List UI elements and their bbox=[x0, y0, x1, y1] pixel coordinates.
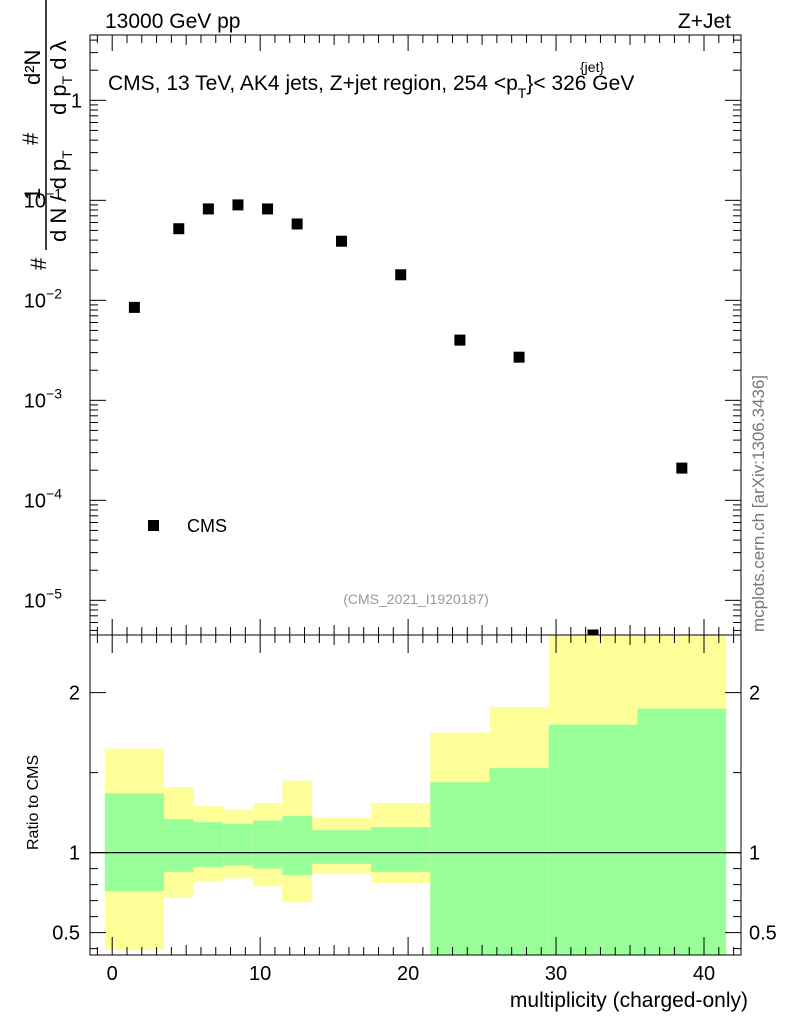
cms-point bbox=[336, 235, 348, 247]
ratio-axis-ticks: 0.5 0.51 12 20 10 20 30 40 bbox=[52, 635, 777, 985]
ratio-uncertainty-bands bbox=[104, 635, 727, 955]
ratio-y-tick-label-right: 0.5 bbox=[749, 923, 777, 945]
main-y-tick-label: 1 bbox=[71, 90, 82, 112]
cms-data-points bbox=[128, 199, 688, 641]
legend-marker bbox=[148, 520, 159, 531]
ratio-green-band bbox=[282, 815, 312, 875]
cms-point bbox=[202, 203, 214, 215]
ratio-green-band bbox=[489, 767, 549, 955]
ylabel-den: d N / d pT bbox=[46, 150, 75, 242]
ratio-y-tick-label-left: 1 bbox=[69, 843, 80, 865]
ratio-green-band bbox=[548, 724, 638, 955]
process-label: Z+Jet bbox=[678, 10, 731, 33]
ratio-green-band bbox=[223, 823, 253, 866]
legend-label: CMS bbox=[187, 516, 227, 536]
main-y-tick-base: 10 bbox=[24, 290, 46, 312]
plot-title-end: }< 326 GeV bbox=[526, 72, 634, 95]
cms-point bbox=[513, 351, 525, 363]
main-y-tick-label: 10−1 bbox=[24, 185, 62, 212]
main-y-tick-label: 10−5 bbox=[24, 585, 62, 612]
ratio-green-band bbox=[371, 827, 431, 872]
main-plot-frame bbox=[89, 34, 742, 636]
main-y-axis-label: # 1 d N / d pT # d pT d λ d²N bbox=[18, 0, 75, 270]
ratio-green-band bbox=[311, 830, 372, 864]
ratio-y-axis-label: Ratio to CMS bbox=[25, 755, 42, 850]
cms-point bbox=[395, 269, 407, 281]
ratio-green-band bbox=[252, 820, 283, 869]
ratio-green-band bbox=[104, 793, 164, 891]
plot-title-sub: T bbox=[518, 85, 527, 101]
plot-title-sup: {jet} bbox=[580, 59, 604, 75]
ylabel-sym: d pT d λ bbox=[46, 40, 75, 115]
ratio-green-band bbox=[637, 708, 727, 955]
main-y-tick-label: 10−3 bbox=[24, 385, 62, 412]
main-y-tick-base: 10 bbox=[24, 590, 46, 612]
ratio-green-band bbox=[163, 819, 194, 872]
main-axis-ticks: 110−110−210−310−410−5 bbox=[24, 35, 741, 635]
cms-point bbox=[676, 462, 688, 474]
cms-point bbox=[291, 218, 303, 230]
plot-title-main: CMS, 13 TeV, AK4 jets, Z+jet region, 254… bbox=[108, 72, 518, 95]
cms-point bbox=[173, 223, 185, 235]
ratio-green-band bbox=[430, 782, 490, 955]
cms-point bbox=[232, 199, 244, 211]
ratio-y-tick-label-left: 2 bbox=[69, 683, 80, 705]
analysis-watermark: (CMS_2021_I1920187) bbox=[343, 591, 489, 607]
ylabel-hash-2: # bbox=[18, 132, 43, 145]
ylabel-num: d²N bbox=[20, 50, 45, 85]
ratio-y-tick-label-left: 0.5 bbox=[52, 923, 80, 945]
x-tick-label: 0 bbox=[107, 963, 118, 985]
ratio-green-band bbox=[193, 822, 224, 867]
main-y-tick-base: 10 bbox=[24, 190, 46, 212]
cms-point bbox=[262, 203, 274, 215]
energy-label: 13000 GeV pp bbox=[105, 10, 240, 33]
main-y-tick-exp: −5 bbox=[46, 585, 62, 601]
x-tick-label: 20 bbox=[397, 963, 419, 985]
side-label: mcplots.cern.ch [arXiv:1306.3436] bbox=[749, 375, 768, 632]
cms-point bbox=[128, 301, 140, 313]
x-tick-label: 30 bbox=[545, 963, 567, 985]
x-tick-label: 40 bbox=[693, 963, 715, 985]
ylabel-hash-1: # bbox=[26, 257, 51, 270]
x-axis-label: multiplicity (charged-only) bbox=[510, 989, 748, 1012]
main-y-tick-label: 10−2 bbox=[24, 285, 62, 312]
ratio-y-tick-label-right: 2 bbox=[749, 683, 760, 705]
main-y-tick-base: 10 bbox=[24, 390, 46, 412]
ratio-y-tick-label-right: 1 bbox=[749, 843, 760, 865]
main-y-tick-base: 10 bbox=[24, 490, 46, 512]
main-y-tick-exp: −4 bbox=[46, 485, 62, 501]
main-y-tick-exp: −1 bbox=[46, 185, 62, 201]
cms-point bbox=[454, 334, 466, 346]
x-tick-label: 10 bbox=[249, 963, 271, 985]
main-y-tick-exp: −2 bbox=[46, 285, 62, 301]
ratio-plot-frame bbox=[89, 634, 742, 956]
main-y-tick-exp: −3 bbox=[46, 385, 62, 401]
plot-title: CMS, 13 TeV, AK4 jets, Z+jet region, 254… bbox=[108, 72, 634, 101]
main-y-tick-label: 10−4 bbox=[24, 485, 62, 512]
ylabel-one: 1 bbox=[20, 188, 45, 200]
